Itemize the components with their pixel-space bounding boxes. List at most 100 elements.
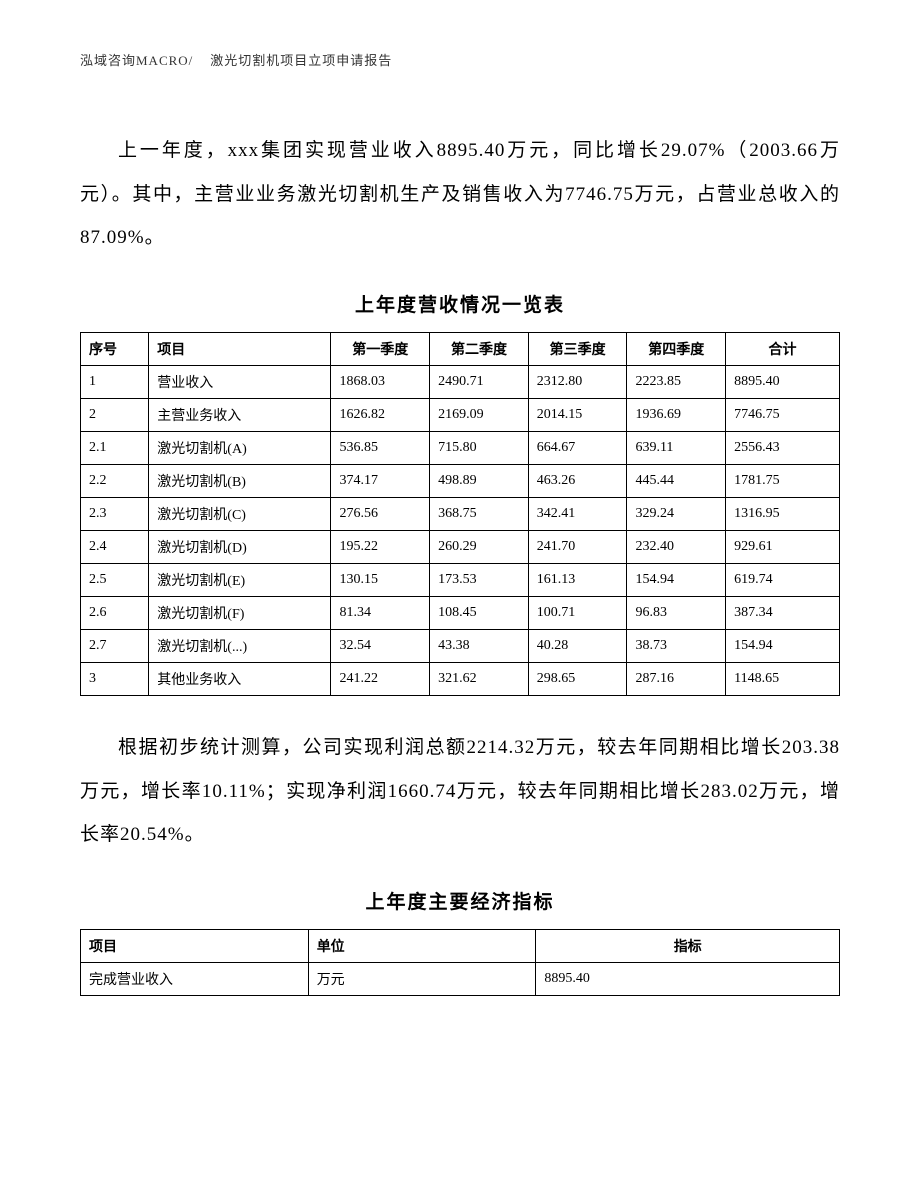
- table-row: 2.6激光切割机(F)81.34108.45100.7196.83387.34: [81, 597, 840, 630]
- table-cell: 639.11: [627, 432, 726, 465]
- table-cell: 536.85: [331, 432, 430, 465]
- table-cell: 激光切割机(E): [149, 564, 331, 597]
- table1-title: 上年度营收情况一览表: [80, 290, 840, 317]
- table-cell: 2312.80: [528, 366, 627, 399]
- table-cell: 营业收入: [149, 366, 331, 399]
- table-cell: 完成营业收入: [81, 963, 309, 996]
- table-cell: 2490.71: [430, 366, 529, 399]
- table-cell: 2556.43: [726, 432, 840, 465]
- table-cell: 498.89: [430, 465, 529, 498]
- table-cell: 1316.95: [726, 498, 840, 531]
- table-cell: 8895.40: [536, 963, 840, 996]
- table-cell: 1626.82: [331, 399, 430, 432]
- table1-header-row: 序号 项目 第一季度 第二季度 第三季度 第四季度 合计: [81, 333, 840, 366]
- table2-col-item: 项目: [81, 930, 309, 963]
- table-cell: 2223.85: [627, 366, 726, 399]
- table-cell: 2: [81, 399, 149, 432]
- revenue-table: 序号 项目 第一季度 第二季度 第三季度 第四季度 合计 1营业收入1868.0…: [80, 332, 840, 696]
- table-cell: 40.28: [528, 630, 627, 663]
- table-cell: 368.75: [430, 498, 529, 531]
- table-cell: 715.80: [430, 432, 529, 465]
- table-cell: 2.3: [81, 498, 149, 531]
- table-cell: 2169.09: [430, 399, 529, 432]
- table-cell: 32.54: [331, 630, 430, 663]
- table-cell: 108.45: [430, 597, 529, 630]
- table1-col-q1: 第一季度: [331, 333, 430, 366]
- table-cell: 342.41: [528, 498, 627, 531]
- table-cell: 38.73: [627, 630, 726, 663]
- table-cell: 154.94: [627, 564, 726, 597]
- table1-col-q4: 第四季度: [627, 333, 726, 366]
- page-header: 泓域咨询MACRO/ 激光切割机项目立项申请报告: [80, 50, 840, 69]
- table2-body: 完成营业收入万元8895.40: [81, 963, 840, 996]
- table-row: 2.1激光切割机(A)536.85715.80664.67639.112556.…: [81, 432, 840, 465]
- table-cell: 2.4: [81, 531, 149, 564]
- table-cell: 81.34: [331, 597, 430, 630]
- table2-title: 上年度主要经济指标: [80, 887, 840, 914]
- table-row: 2.2激光切割机(B)374.17498.89463.26445.441781.…: [81, 465, 840, 498]
- table-cell: 2.5: [81, 564, 149, 597]
- table-cell: 其他业务收入: [149, 663, 331, 696]
- table-cell: 96.83: [627, 597, 726, 630]
- table-cell: 154.94: [726, 630, 840, 663]
- table2-col-unit: 单位: [308, 930, 536, 963]
- table-cell: 298.65: [528, 663, 627, 696]
- table-cell: 130.15: [331, 564, 430, 597]
- table-cell: 激光切割机(C): [149, 498, 331, 531]
- table-cell: 321.62: [430, 663, 529, 696]
- table-cell: 260.29: [430, 531, 529, 564]
- table-cell: 激光切割机(...): [149, 630, 331, 663]
- table-cell: 463.26: [528, 465, 627, 498]
- table1-col-q3: 第三季度: [528, 333, 627, 366]
- table-cell: 1936.69: [627, 399, 726, 432]
- table1-col-item: 项目: [149, 333, 331, 366]
- table-cell: 7746.75: [726, 399, 840, 432]
- table-cell: 1: [81, 366, 149, 399]
- header-right: 激光切割机项目立项申请报告: [210, 53, 392, 68]
- table-cell: 万元: [308, 963, 536, 996]
- table-cell: 2.6: [81, 597, 149, 630]
- indicator-table: 项目 单位 指标 完成营业收入万元8895.40: [80, 929, 840, 996]
- table-cell: 664.67: [528, 432, 627, 465]
- table-cell: 195.22: [331, 531, 430, 564]
- table-cell: 241.22: [331, 663, 430, 696]
- table-cell: 1148.65: [726, 663, 840, 696]
- table-cell: 287.16: [627, 663, 726, 696]
- table-cell: 43.38: [430, 630, 529, 663]
- table-cell: 387.34: [726, 597, 840, 630]
- table-cell: 2014.15: [528, 399, 627, 432]
- table-cell: 激光切割机(B): [149, 465, 331, 498]
- table1-col-seq: 序号: [81, 333, 149, 366]
- table-cell: 161.13: [528, 564, 627, 597]
- table-cell: 激光切割机(A): [149, 432, 331, 465]
- table1-body: 1营业收入1868.032490.712312.802223.858895.40…: [81, 366, 840, 696]
- table-cell: 232.40: [627, 531, 726, 564]
- table-cell: 619.74: [726, 564, 840, 597]
- table-row: 3其他业务收入241.22321.62298.65287.161148.65: [81, 663, 840, 696]
- table-row: 2.3激光切割机(C)276.56368.75342.41329.241316.…: [81, 498, 840, 531]
- table-cell: 329.24: [627, 498, 726, 531]
- header-left: 泓域咨询MACRO/: [80, 53, 193, 68]
- table2-header-row: 项目 单位 指标: [81, 930, 840, 963]
- table-cell: 929.61: [726, 531, 840, 564]
- table-cell: 276.56: [331, 498, 430, 531]
- paragraph-2: 根据初步统计测算，公司实现利润总额2214.32万元，较去年同期相比增长203.…: [80, 726, 840, 857]
- table-cell: 主营业务收入: [149, 399, 331, 432]
- paragraph-1: 上一年度，xxx集团实现营业收入8895.40万元，同比增长29.07%（200…: [80, 129, 840, 260]
- table-cell: 3: [81, 663, 149, 696]
- table-cell: 8895.40: [726, 366, 840, 399]
- table-cell: 1868.03: [331, 366, 430, 399]
- table-row: 2主营业务收入1626.822169.092014.151936.697746.…: [81, 399, 840, 432]
- table-row: 2.4激光切割机(D)195.22260.29241.70232.40929.6…: [81, 531, 840, 564]
- table-cell: 2.2: [81, 465, 149, 498]
- table-row: 完成营业收入万元8895.40: [81, 963, 840, 996]
- table-row: 1营业收入1868.032490.712312.802223.858895.40: [81, 366, 840, 399]
- table-cell: 2.7: [81, 630, 149, 663]
- table-row: 2.5激光切割机(E)130.15173.53161.13154.94619.7…: [81, 564, 840, 597]
- table-cell: 241.70: [528, 531, 627, 564]
- table-cell: 1781.75: [726, 465, 840, 498]
- table-row: 2.7激光切割机(...)32.5443.3840.2838.73154.94: [81, 630, 840, 663]
- table-cell: 445.44: [627, 465, 726, 498]
- table-cell: 激光切割机(D): [149, 531, 331, 564]
- table2-col-value: 指标: [536, 930, 840, 963]
